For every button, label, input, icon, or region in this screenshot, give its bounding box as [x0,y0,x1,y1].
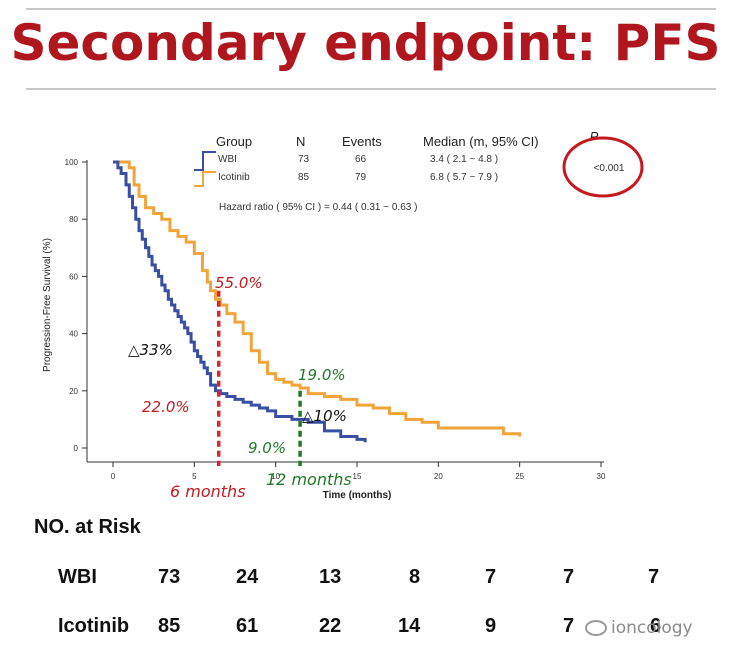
y-tick-label: 20 [69,387,78,396]
y-tick-label: 80 [69,215,78,224]
x-axis-label: Time (months) [323,490,392,501]
six-month-difference: △33% [128,341,173,359]
legend-header-n: N [296,134,305,149]
km-curve-icotinib [113,160,522,437]
x-tick-label: 20 [434,472,443,481]
risk-cell: 13 [319,566,342,588]
risk-table-title: NO. at Risk [34,516,141,538]
legend-row-icotinib-median: 6.8 ( 5.7 ~ 7.9 ) [430,172,498,183]
risk-cell: 9 [485,615,497,637]
hazard-ratio: Hazard ratio ( 95% CI ) = 0.44 ( 0.31 ~ … [219,202,417,213]
risk-cell: 7 [485,566,497,588]
six-month-icotinib-value: 55.0% [215,274,263,292]
legend-row-icotinib-group: Icotinib [218,172,250,183]
risk-cell: 8 [409,566,421,588]
risk-row-wbi: WBI 73 24 13 8 7 7 7 [0,566,731,592]
risk-row-icotinib: Icotinib 85 61 22 14 9 7 6 [0,615,731,641]
risk-cell: 14 [398,615,421,637]
six-month-label: 6 months [170,482,246,501]
risk-cell: 22 [319,615,342,637]
p-value-circle [562,136,644,198]
risk-cell: 24 [236,566,259,588]
risk-cell: 73 [158,566,181,588]
legend-header-group: Group [216,134,252,149]
twelve-month-wbi-value: 9.0% [248,439,286,457]
legend-row-wbi-group: WBI [218,154,237,165]
y-tick-label: 100 [65,158,79,167]
risk-cell: 61 [236,615,259,637]
y-axis-label: Progression-Free Survival (%) [42,238,53,372]
legend-swatch-icotinib [194,171,216,187]
risk-row-group: WBI [58,566,97,588]
y-tick-label: 0 [74,444,79,453]
legend-row-wbi-events: 66 [355,154,367,165]
p-value: <0.001 [594,163,625,174]
legend-row-icotinib-n: 85 [298,172,310,183]
legend-swatch-wbi [194,151,216,171]
y-tick-label: 60 [69,272,78,281]
risk-row-group: Icotinib [58,615,130,637]
wechat-icon [585,620,607,636]
km-curve-wbi [113,160,367,443]
risk-cell: 7 [648,566,660,588]
legend-row-wbi-median: 3.4 ( 2.1 ~ 4.8 ) [430,154,498,165]
legend-header-median: Median (m, 95% CI) [423,134,539,149]
x-tick-label: 0 [111,472,116,481]
twelve-month-label: 12 months [266,470,352,489]
twelve-month-icotinib-value: 19.0% [298,366,346,384]
watermark: ioncology [585,618,693,638]
risk-cell: 7 [563,615,575,637]
x-tick-label: 30 [597,472,606,481]
risk-cell: 85 [158,615,181,637]
x-tick-label: 10 [271,472,280,481]
legend-row-icotinib-events: 79 [355,172,367,183]
title-underline [26,88,716,90]
six-month-wbi-value: 22.0% [142,398,190,416]
top-rule [26,8,716,10]
x-tick-label: 15 [353,472,362,481]
y-tick-label: 40 [69,330,78,339]
risk-cell: 6 [650,615,662,637]
x-tick-label: 5 [192,472,197,481]
twelve-month-difference: △10% [302,407,347,425]
x-tick-label: 25 [515,472,524,481]
slide-title: Secondary endpoint: PFS [10,14,721,72]
p-header: P [590,129,599,144]
risk-cell: 7 [563,566,575,588]
legend-header-events: Events [342,134,382,149]
legend-row-wbi-n: 73 [298,154,310,165]
